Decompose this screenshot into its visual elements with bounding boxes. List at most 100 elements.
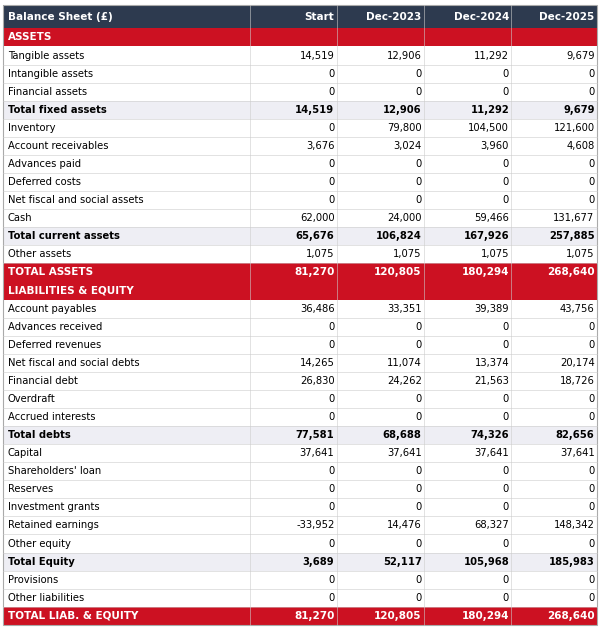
Text: 131,677: 131,677 bbox=[553, 213, 595, 223]
Text: 120,805: 120,805 bbox=[374, 268, 422, 278]
Text: 0: 0 bbox=[589, 412, 595, 422]
Text: 0: 0 bbox=[328, 68, 334, 78]
Text: 0: 0 bbox=[328, 394, 334, 404]
Text: 0: 0 bbox=[328, 575, 334, 585]
Text: 0: 0 bbox=[589, 502, 595, 512]
Text: 39,389: 39,389 bbox=[475, 303, 509, 313]
Text: Net fiscal and social assets: Net fiscal and social assets bbox=[8, 195, 143, 205]
Bar bbox=[3, 462, 597, 480]
Text: LIABILITIES & EQUITY: LIABILITIES & EQUITY bbox=[8, 286, 134, 296]
Bar bbox=[3, 588, 597, 607]
Text: 0: 0 bbox=[328, 593, 334, 603]
Text: 11,074: 11,074 bbox=[387, 358, 422, 368]
Text: Intangible assets: Intangible assets bbox=[8, 68, 93, 78]
Bar bbox=[3, 390, 597, 408]
Text: 4,608: 4,608 bbox=[566, 141, 595, 151]
Bar bbox=[3, 571, 597, 588]
Text: 0: 0 bbox=[415, 593, 422, 603]
Text: 0: 0 bbox=[589, 340, 595, 350]
Text: 104,500: 104,500 bbox=[468, 123, 509, 133]
Text: 0: 0 bbox=[328, 159, 334, 169]
Text: 74,326: 74,326 bbox=[470, 430, 509, 440]
Text: 77,581: 77,581 bbox=[296, 430, 334, 440]
Text: 3,024: 3,024 bbox=[394, 141, 422, 151]
Text: 106,824: 106,824 bbox=[376, 231, 422, 241]
Text: 0: 0 bbox=[589, 484, 595, 494]
Bar bbox=[3, 155, 597, 173]
Text: 0: 0 bbox=[589, 394, 595, 404]
Text: 0: 0 bbox=[328, 87, 334, 97]
Bar bbox=[3, 516, 597, 534]
Text: 52,117: 52,117 bbox=[383, 556, 422, 566]
Text: 167,926: 167,926 bbox=[463, 231, 509, 241]
Text: 20,174: 20,174 bbox=[560, 358, 595, 368]
Text: Other equity: Other equity bbox=[8, 539, 71, 548]
Bar bbox=[3, 5, 597, 28]
Text: 43,756: 43,756 bbox=[560, 303, 595, 313]
Text: 37,641: 37,641 bbox=[387, 448, 422, 458]
Text: Capital: Capital bbox=[8, 448, 43, 458]
Text: 21,563: 21,563 bbox=[474, 376, 509, 386]
Text: 62,000: 62,000 bbox=[300, 213, 334, 223]
Text: 18,726: 18,726 bbox=[560, 376, 595, 386]
Text: 105,968: 105,968 bbox=[463, 556, 509, 566]
Text: 37,641: 37,641 bbox=[299, 448, 334, 458]
Text: 33,351: 33,351 bbox=[387, 303, 422, 313]
Text: 0: 0 bbox=[503, 87, 509, 97]
Bar bbox=[3, 499, 597, 516]
Text: 0: 0 bbox=[503, 593, 509, 603]
Text: 0: 0 bbox=[328, 322, 334, 332]
Text: 9,679: 9,679 bbox=[563, 105, 595, 115]
Text: 0: 0 bbox=[328, 539, 334, 548]
Bar bbox=[3, 372, 597, 390]
Text: 14,519: 14,519 bbox=[295, 105, 334, 115]
Text: 0: 0 bbox=[328, 340, 334, 350]
Text: 0: 0 bbox=[589, 87, 595, 97]
Text: 268,640: 268,640 bbox=[547, 268, 595, 278]
Text: 0: 0 bbox=[503, 502, 509, 512]
Text: 1,075: 1,075 bbox=[481, 249, 509, 259]
Text: Retained earnings: Retained earnings bbox=[8, 521, 98, 531]
Text: 0: 0 bbox=[415, 322, 422, 332]
Text: Start: Start bbox=[305, 12, 334, 22]
Bar bbox=[3, 46, 597, 65]
Text: 0: 0 bbox=[503, 177, 509, 187]
Text: 185,983: 185,983 bbox=[549, 556, 595, 566]
Bar bbox=[3, 534, 597, 553]
Bar bbox=[3, 336, 597, 354]
Text: 11,292: 11,292 bbox=[470, 105, 509, 115]
Text: Reserves: Reserves bbox=[8, 484, 53, 494]
Bar bbox=[3, 553, 597, 571]
Text: 0: 0 bbox=[415, 195, 422, 205]
Text: 0: 0 bbox=[589, 466, 595, 476]
Bar bbox=[3, 263, 597, 281]
Bar bbox=[3, 408, 597, 426]
Text: Deferred revenues: Deferred revenues bbox=[8, 340, 101, 350]
Text: 12,906: 12,906 bbox=[383, 105, 422, 115]
Text: 12,906: 12,906 bbox=[387, 50, 422, 60]
Text: TOTAL ASSETS: TOTAL ASSETS bbox=[8, 268, 93, 278]
Text: Total fixed assets: Total fixed assets bbox=[8, 105, 107, 115]
Bar bbox=[3, 137, 597, 155]
Bar bbox=[3, 444, 597, 462]
Text: 0: 0 bbox=[503, 412, 509, 422]
Text: 120,805: 120,805 bbox=[374, 611, 422, 621]
Text: 0: 0 bbox=[415, 159, 422, 169]
Bar bbox=[3, 300, 597, 318]
Text: 0: 0 bbox=[415, 539, 422, 548]
Text: 0: 0 bbox=[328, 502, 334, 512]
Text: 0: 0 bbox=[589, 593, 595, 603]
Text: 0: 0 bbox=[503, 484, 509, 494]
Text: Total debts: Total debts bbox=[8, 430, 71, 440]
Text: Dec-2024: Dec-2024 bbox=[454, 12, 509, 22]
Text: 0: 0 bbox=[415, 68, 422, 78]
Bar bbox=[3, 100, 597, 119]
Text: Net fiscal and social debts: Net fiscal and social debts bbox=[8, 358, 139, 368]
Text: 3,689: 3,689 bbox=[303, 556, 334, 566]
Text: -33,952: -33,952 bbox=[296, 521, 334, 531]
Bar bbox=[3, 607, 597, 625]
Text: 121,600: 121,600 bbox=[553, 123, 595, 133]
Text: 0: 0 bbox=[328, 177, 334, 187]
Text: 0: 0 bbox=[503, 539, 509, 548]
Text: 0: 0 bbox=[589, 539, 595, 548]
